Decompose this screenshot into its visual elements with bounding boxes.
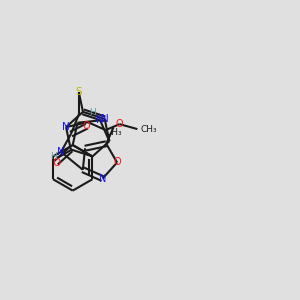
Text: N: N [62, 122, 70, 132]
Text: O: O [83, 121, 91, 131]
Text: N: N [96, 116, 104, 125]
Text: N: N [101, 114, 109, 124]
Text: O: O [116, 119, 123, 129]
Text: N: N [57, 147, 65, 157]
Text: CH₃: CH₃ [140, 124, 157, 134]
Text: H: H [89, 108, 96, 117]
Text: CH₃: CH₃ [105, 128, 122, 137]
Text: N: N [99, 174, 106, 184]
Text: S: S [76, 88, 82, 98]
Text: O: O [113, 158, 121, 167]
Text: O: O [52, 158, 60, 168]
Text: H: H [50, 152, 56, 161]
